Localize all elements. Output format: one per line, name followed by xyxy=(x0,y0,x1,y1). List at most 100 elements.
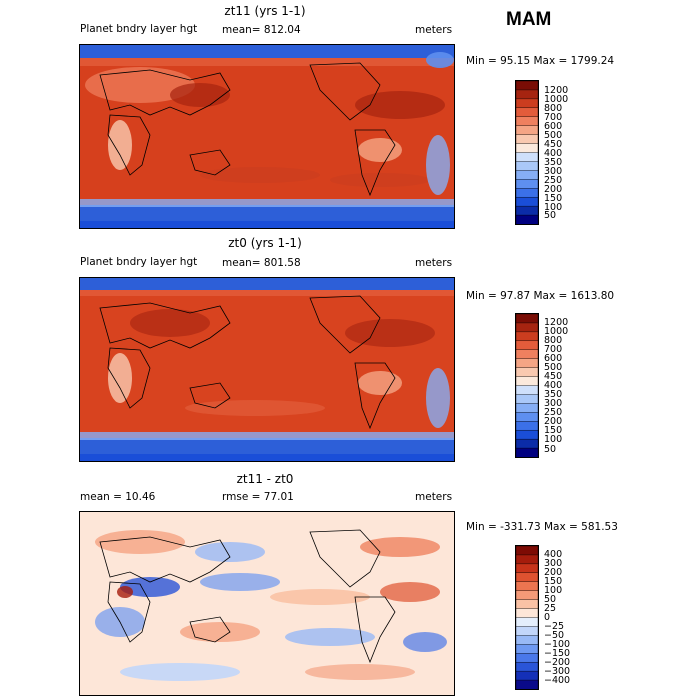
panel2-cb-label: 700 xyxy=(544,344,563,355)
panel1-colorbar-swatch xyxy=(515,214,539,225)
panel2-colorbar-swatch xyxy=(515,412,539,422)
panel2-cb-label: 100 xyxy=(544,434,563,445)
panel3-colorbar-swatch xyxy=(515,572,539,583)
panel3-cb-label: −100 xyxy=(544,639,571,650)
panel3-cb-label: 400 xyxy=(544,549,563,560)
panel2-map xyxy=(79,277,455,462)
panel1-cb-label: 250 xyxy=(544,175,563,186)
panel3-colorbar-swatch xyxy=(515,679,539,690)
panel2-cb-label: 150 xyxy=(544,425,563,436)
panel3-colorbar-swatch xyxy=(515,644,539,654)
panel3-colorbar-swatches xyxy=(515,545,539,690)
panel1-cb-label: 1000 xyxy=(544,94,569,105)
panel3-cb-label: 25 xyxy=(544,603,557,614)
panel1-colorbar-swatch xyxy=(515,205,539,216)
panel1-colorbar xyxy=(515,80,539,225)
panel3-cb-label: 0 xyxy=(544,612,551,623)
panel3-cb-label: −200 xyxy=(544,657,571,668)
panel3-rmse: rmse = 77.01 xyxy=(222,491,294,503)
panel1-colorbar-swatch xyxy=(515,179,539,189)
panel2-colorbar-swatch xyxy=(515,447,539,458)
panel1-cb-label: 350 xyxy=(544,157,563,168)
panel3-minmax: Min = -331.73 Max = 581.53 xyxy=(466,521,618,533)
panel2-minmax: Min = 97.87 Max = 1613.80 xyxy=(466,290,615,302)
panel1-cb-label: 800 xyxy=(544,103,563,114)
panel3-cb-label: −400 xyxy=(544,675,571,686)
panel2-colorbar-swatch xyxy=(515,322,539,333)
panel3-title: zt11 - zt0 xyxy=(236,472,294,486)
panel3-colorbar-swatch xyxy=(515,590,539,601)
panel3-colorbar-swatch xyxy=(515,626,539,636)
panel1-colorbar-swatch xyxy=(515,89,539,100)
panel1-colorbar-swatch xyxy=(515,188,539,198)
panel1-colorbar-swatch xyxy=(515,143,539,154)
panel2-colorbar xyxy=(515,313,539,458)
panel3-cb-label: 300 xyxy=(544,558,563,569)
panel1-colorbar-swatch xyxy=(515,152,539,162)
panel1-variable: Planet bndry layer hgt xyxy=(80,23,198,35)
panel2-colorbar-swatch xyxy=(515,367,539,378)
panel3-colorbar-swatch xyxy=(515,563,539,574)
panel3-colorbar xyxy=(515,545,539,690)
panel2-cb-label: 1000 xyxy=(544,326,569,337)
season-label: MAM xyxy=(506,9,552,30)
panel1-colorbar-swatch xyxy=(515,98,539,109)
panel1-colorbar-swatch xyxy=(515,80,539,91)
panel3-colorbar-swatch xyxy=(515,554,539,565)
panel3-cb-label: −25 xyxy=(544,621,565,632)
panel1-cb-label: 600 xyxy=(544,121,563,132)
panel1-title: zt11 (yrs 1-1) xyxy=(224,4,306,18)
panel2-title: zt0 (yrs 1-1) xyxy=(228,236,302,250)
panel2-cb-label: 800 xyxy=(544,335,563,346)
panel2-units: meters xyxy=(415,257,453,269)
panel2-cb-label: 300 xyxy=(544,398,563,409)
panel2-colorbar-swatch xyxy=(515,340,539,351)
panel2-colorbar-swatch xyxy=(515,358,539,369)
panel3-cb-label: 200 xyxy=(544,567,563,578)
panel1-colorbar-swatch xyxy=(515,107,539,118)
panel1-cb-label: 50 xyxy=(544,210,557,221)
panel3-cb-label: 50 xyxy=(544,594,557,605)
panel2-mean: mean= 801.58 xyxy=(222,257,301,269)
panel1-colorbar-swatch xyxy=(515,161,539,171)
panel1-cb-label: 200 xyxy=(544,184,563,195)
panel2-cb-label: 50 xyxy=(544,444,557,455)
panel2-cb-label: 350 xyxy=(544,389,563,400)
panel1-cb-label: 450 xyxy=(544,139,563,150)
panel3-cb-label: −300 xyxy=(544,666,571,677)
panel2-colorbar-swatch xyxy=(515,429,539,440)
panel3-cb-label: −50 xyxy=(544,630,565,641)
panel3-colorbar-swatch xyxy=(515,670,539,681)
panel2-cb-label: 450 xyxy=(544,371,563,382)
panel3-colorbar-swatch xyxy=(515,635,539,645)
panel1-minmax: Min = 95.15 Max = 1799.24 xyxy=(466,55,615,67)
panel1-cb-label: 100 xyxy=(544,202,563,213)
panel1-cb-label: 300 xyxy=(544,166,563,177)
panel2-colorbar-swatches xyxy=(515,313,539,458)
panel2-cb-label: 600 xyxy=(544,353,563,364)
panel3-cb-label: 150 xyxy=(544,576,563,587)
panel1-units: meters xyxy=(415,24,453,36)
panel2-colorbar-swatch xyxy=(515,403,539,413)
panel3-mean: mean = 10.46 xyxy=(80,491,156,503)
panel1-cb-label: 400 xyxy=(544,148,563,159)
panel1-cb-label: 500 xyxy=(544,130,563,141)
panel1-cb-label: 1200 xyxy=(544,85,569,96)
panel3-colorbar-swatch xyxy=(515,581,539,592)
panel1-colorbar-swatch xyxy=(515,196,539,207)
panel2-colorbar-swatch xyxy=(515,349,539,360)
panel3-colorbar-swatch xyxy=(515,608,539,619)
panel1-cb-label: 150 xyxy=(544,193,563,204)
panel2-cb-label: 400 xyxy=(544,380,563,391)
panel2-variable: Planet bndry layer hgt xyxy=(80,256,198,268)
panel3-cb-label: −150 xyxy=(544,648,571,659)
panel3-colorbar-swatch xyxy=(515,545,539,556)
panel1-colorbar-swatch xyxy=(515,134,539,145)
panel1-map xyxy=(79,44,455,229)
panel3-colorbar-swatch xyxy=(515,661,539,672)
panel2-colorbar-swatch xyxy=(515,421,539,431)
panel3-units: meters xyxy=(415,491,453,503)
panel2-colorbar-swatch xyxy=(515,438,539,449)
panel2-colorbar-swatch xyxy=(515,394,539,404)
panel2-cb-label: 500 xyxy=(544,362,563,373)
